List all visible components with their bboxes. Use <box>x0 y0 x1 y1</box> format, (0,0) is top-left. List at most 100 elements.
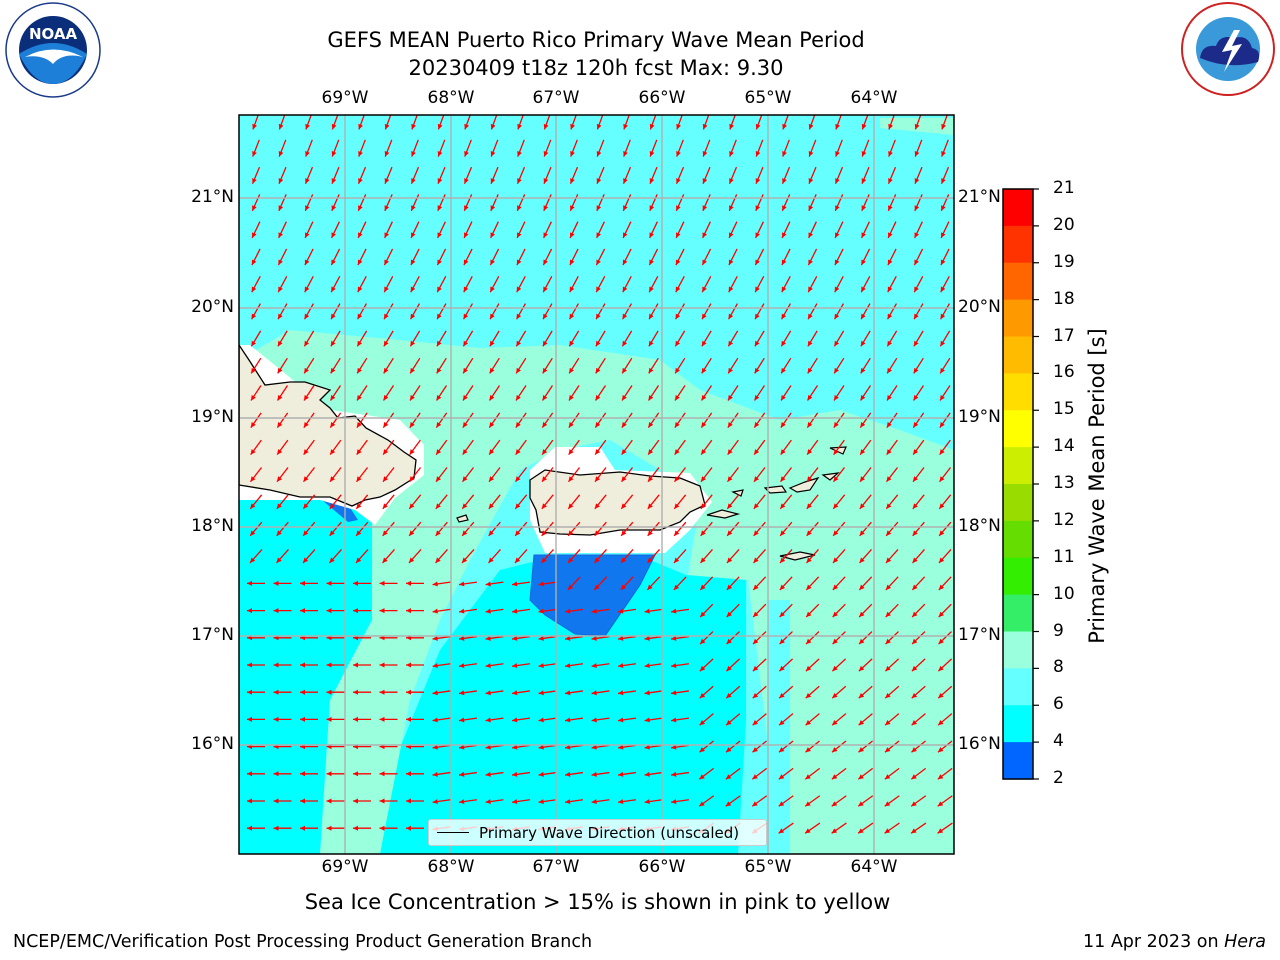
wave-arrow-head <box>911 774 917 780</box>
wave-arrow-head <box>911 828 917 834</box>
wave-arrow-head <box>489 367 495 374</box>
wave-arrow-head <box>729 151 734 157</box>
wave-arrow-head <box>512 799 518 805</box>
wave-arrow-head <box>276 476 283 482</box>
wave-arrow-head <box>459 771 465 777</box>
wave-arrow-head <box>753 503 759 509</box>
lat-label-left: 17°N <box>191 625 234 645</box>
wave-arrow-head <box>353 662 358 668</box>
lat-label-right: 19°N <box>958 407 1001 427</box>
wave-arrow-head <box>623 205 628 211</box>
wave-arrow-head <box>702 205 708 211</box>
wave-arrow-head <box>887 340 893 347</box>
wave-arrow-head <box>938 638 944 645</box>
lat-label-right: 16°N <box>958 734 1001 754</box>
wave-arrow-head <box>591 744 597 750</box>
wave-arrow-head <box>644 799 650 805</box>
wave-arrow-head <box>595 367 601 374</box>
colorbar-segment <box>1003 447 1033 485</box>
wave-arrow-head <box>383 367 389 374</box>
wave-arrow-head <box>304 286 310 293</box>
wave-arrow-head <box>591 717 597 723</box>
wave-arrow-head <box>754 367 760 374</box>
wave-arrow-head <box>914 205 920 211</box>
wave-arrow-head <box>277 422 283 428</box>
wave-arrow-head <box>858 828 864 834</box>
wave-arrow-head <box>644 744 650 750</box>
wave-arrow-head <box>941 205 946 211</box>
wave-arrow-head <box>568 422 574 428</box>
wave-arrow-head <box>807 340 813 347</box>
wave-direction-arrows <box>247 115 953 834</box>
wave-arrow-head <box>384 259 389 266</box>
wave-arrow-head <box>887 259 893 266</box>
lon-label-top: 69°W <box>321 88 369 108</box>
wave-arrow-head <box>596 286 601 293</box>
wave-arrow-head <box>700 476 707 482</box>
wave-arrow-head <box>247 716 252 722</box>
wave-arrow-head <box>780 557 786 563</box>
wave-arrow-head <box>596 178 602 184</box>
wave-arrow-head <box>409 476 415 482</box>
colorbar-segment <box>1003 668 1033 706</box>
wave-arrow-head <box>247 825 252 831</box>
wave-arrow-head <box>726 665 732 672</box>
wave-arrow-head <box>357 340 363 347</box>
wave-arrow-head <box>515 449 521 455</box>
colorbar-segment <box>1003 742 1033 780</box>
wave-arrow-head <box>459 581 465 587</box>
wave-arrow-head <box>437 232 443 238</box>
wave-arrow-head <box>752 692 759 699</box>
wave-arrow-head <box>700 557 706 563</box>
wave-arrow-head <box>728 340 734 347</box>
wave-arrow-head <box>913 340 919 347</box>
wave-arrow-head <box>647 476 654 482</box>
wave-arrow-head <box>278 232 284 238</box>
wave-arrow-head <box>861 259 866 266</box>
wave-arrow-head <box>436 422 442 428</box>
wave-arrow-head <box>543 313 548 320</box>
wave-arrow-head <box>725 747 732 753</box>
wave-arrow-head <box>570 123 575 130</box>
wave-arrow-head <box>379 771 385 777</box>
wave-arrow-head <box>807 449 813 455</box>
wave-arrow-head <box>517 123 522 130</box>
wave-arrow-head <box>752 747 758 753</box>
wave-arrow-head <box>329 557 335 563</box>
wave-arrow-head <box>938 720 944 726</box>
wave-arrow-head <box>273 771 279 777</box>
wave-arrow-head <box>859 557 865 563</box>
wave-arrow-head <box>512 690 518 696</box>
wave-arrow-head <box>648 340 654 347</box>
wave-arrow-head <box>861 232 867 238</box>
wave-arrow-head <box>727 557 733 563</box>
wave-arrow-head <box>671 799 677 805</box>
wave-arrow-head <box>831 774 838 780</box>
wave-arrow-head <box>701 340 707 347</box>
wave-arrow-head <box>699 747 705 753</box>
wave-arrow-head <box>886 503 892 509</box>
wave-arrow-head <box>489 340 495 347</box>
wave-arrow-head <box>538 799 544 805</box>
wave-arrow-head <box>410 286 416 293</box>
wave-arrow-head <box>649 123 655 130</box>
wave-arrow-head <box>699 720 706 726</box>
lat-label-right: 20°N <box>958 297 1001 317</box>
period-8-9-band <box>768 600 790 854</box>
wave-arrow-head <box>675 340 681 347</box>
wave-arrow-head <box>515 476 521 482</box>
wave-arrow-head <box>702 123 708 130</box>
map-subtitle: 20230409 t18z 120h fcst Max: 9.30 <box>408 56 784 80</box>
wave-arrow-head <box>330 367 336 374</box>
wave-arrow-head <box>252 178 257 184</box>
wave-arrow-head <box>861 205 867 211</box>
wave-arrow-head <box>379 798 385 804</box>
wave-arrow-head <box>406 689 411 695</box>
wave-arrow-head <box>515 503 521 509</box>
wave-arrow-head <box>832 692 838 699</box>
wave-arrow-head <box>538 744 544 750</box>
wave-arrow-head <box>860 394 866 401</box>
sea-ice-note: Sea Ice Concentration > 15% is shown in … <box>304 890 891 914</box>
wave-arrow-head <box>516 394 521 401</box>
wave-arrow-head <box>436 394 442 401</box>
